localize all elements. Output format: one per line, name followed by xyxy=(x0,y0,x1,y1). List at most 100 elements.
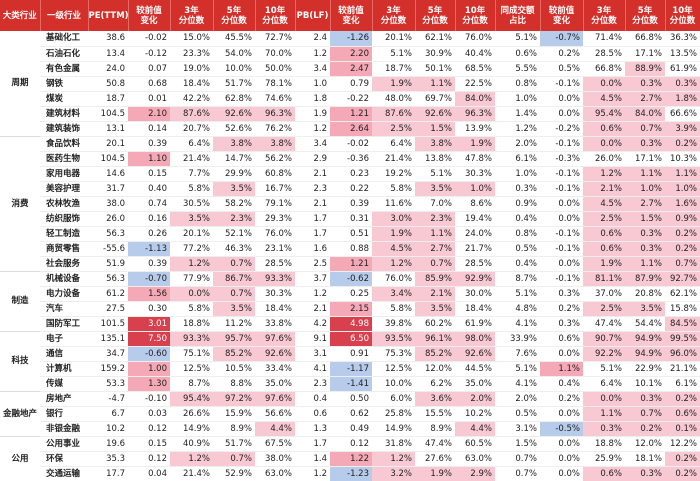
value-cell: 0.3% xyxy=(625,76,665,92)
value-cell: -0.22 xyxy=(330,91,372,107)
value-cell: 1.1% xyxy=(665,166,700,182)
value-cell: 16.7% xyxy=(255,181,295,197)
value-cell: 1.7 xyxy=(295,211,330,227)
value-cell: 7.0% xyxy=(415,196,455,212)
value-cell: 0.6% xyxy=(583,121,625,137)
value-cell: 11.6% xyxy=(372,196,415,212)
value-cell: 1.21 xyxy=(330,106,372,122)
value-cell: 0.0% xyxy=(540,91,583,107)
value-cell: 13.1 xyxy=(88,121,128,137)
value-cell: 33.4% xyxy=(255,361,295,377)
value-cell: 14.9% xyxy=(372,421,415,437)
value-cell: 9.1 xyxy=(295,331,330,347)
value-cell: 96.3% xyxy=(455,106,495,122)
value-cell: 15.5% xyxy=(415,406,455,422)
value-cell: 6.4% xyxy=(583,376,625,392)
value-cell: 1.10 xyxy=(128,151,170,167)
group-label: 科技 xyxy=(0,331,40,392)
value-cell: 0.79 xyxy=(330,76,372,92)
group-label: 消费 xyxy=(0,136,40,272)
value-cell: 0.25 xyxy=(330,286,372,302)
value-cell: 0.8% xyxy=(495,76,540,92)
value-cell: 2.3 xyxy=(295,376,330,392)
value-cell: 34.7 xyxy=(88,346,128,362)
value-cell: 0.0% xyxy=(540,451,583,467)
value-cell: 0.2% xyxy=(540,46,583,62)
value-cell: 0.9% xyxy=(665,211,700,227)
value-cell: 4.1 xyxy=(295,361,330,377)
value-cell: 0.9% xyxy=(495,196,540,212)
value-cell: 4.5% xyxy=(583,196,625,212)
value-cell: 1.21 xyxy=(330,256,372,272)
value-cell: 4.4% xyxy=(255,421,295,437)
table-row: 建筑装饰 13.1 0.14 20.7% 52.6% 76.2% 1.2 2.64 2.5% 1.… xyxy=(0,121,700,137)
value-cell: 2.4 xyxy=(295,31,330,47)
value-cell: 18.1% xyxy=(625,451,665,467)
industry-name: 银行 xyxy=(40,406,88,422)
value-cell: 1.0% xyxy=(495,166,540,182)
table-row: 石油石化 13.4 -0.12 23.3% 54.0% 70.0% 1.2 2.20 5.1% 3… xyxy=(0,46,700,62)
value-cell: 7.7% xyxy=(170,166,213,182)
value-cell: 62.1% xyxy=(665,286,700,302)
header-cell: 3年 分位数 xyxy=(170,0,214,31)
value-cell: 67.5% xyxy=(255,436,295,452)
value-cell: 0.3% xyxy=(540,286,583,302)
value-cell: 35.0% xyxy=(255,376,295,392)
value-cell: 3.9% xyxy=(665,121,700,137)
value-cell: 0.2% xyxy=(665,241,700,257)
value-cell: 0.2% xyxy=(665,226,700,242)
value-cell: 8.9% xyxy=(213,421,255,437)
value-cell: 17.7 xyxy=(88,466,128,481)
value-cell: 30.3% xyxy=(255,286,295,302)
table-row: 医药生物 104.5 1.10 21.4% 14.7% 56.2% 2.9 -0.36 21.4… xyxy=(0,151,700,167)
value-cell: 1.00 xyxy=(128,361,170,377)
value-cell: 27.5 xyxy=(88,301,128,317)
value-cell: 96.3% xyxy=(255,106,295,122)
value-cell: 1.9% xyxy=(583,256,625,272)
value-cell: 10.1% xyxy=(625,376,665,392)
value-cell: 33.9% xyxy=(495,331,540,347)
value-cell: 0.50 xyxy=(330,391,372,407)
value-cell: 1.56 xyxy=(128,286,170,302)
header-cell: 较前值 变化 xyxy=(128,0,171,31)
value-cell: 4.2 xyxy=(295,316,330,332)
value-cell: 0.6 xyxy=(295,406,330,422)
value-cell: 1.0% xyxy=(625,181,665,197)
value-cell: 4.1% xyxy=(495,376,540,392)
value-cell: 1.2% xyxy=(170,256,213,272)
header-cell: 5年 分位数 xyxy=(415,0,456,31)
value-cell: 3.5% xyxy=(170,211,213,227)
value-cell: 2.15 xyxy=(330,301,372,317)
value-cell: -0.2% xyxy=(540,121,583,137)
value-cell: 22.5% xyxy=(455,76,495,92)
value-cell: 0.6% xyxy=(665,406,700,422)
value-cell: 31.8% xyxy=(372,436,415,452)
value-cell: 3.0% xyxy=(372,211,415,227)
value-cell: 3.01 xyxy=(128,316,170,332)
value-cell: 13.9% xyxy=(455,121,495,137)
value-cell: 0.30 xyxy=(128,301,170,317)
industry-name: 传媒 xyxy=(40,376,88,392)
value-cell: 78.1% xyxy=(255,76,295,92)
value-cell: 1.4% xyxy=(495,106,540,122)
value-cell: 84.5% xyxy=(665,316,700,332)
value-cell: 1.1% xyxy=(415,76,455,92)
value-cell: 0.14 xyxy=(128,121,170,137)
table-row: 国防军工 101.5 3.01 18.8% 11.2% 33.8% 4.2 4.98 39.8%… xyxy=(0,316,700,332)
value-cell: 0.15 xyxy=(128,436,170,452)
value-cell: 7.50 xyxy=(128,331,170,347)
value-cell: 1.7 xyxy=(295,226,330,242)
value-cell: 18.7% xyxy=(372,61,415,77)
value-cell: 1.1% xyxy=(625,166,665,182)
value-cell: 1.0% xyxy=(455,181,495,197)
value-cell: 92.7% xyxy=(665,271,700,287)
header-row: 大类行业 一级行业 PE(TTM) 较前值 变化 3年 分位数 5年 分位数 10年 分位数… xyxy=(0,0,700,31)
value-cell: 0.0% xyxy=(540,106,583,122)
table-row: 周期 基础化工 38.6 -0.02 15.0% 45.5% 72.7% 2.4 -1.26 20… xyxy=(0,31,700,137)
value-cell: 0.51 xyxy=(330,226,372,242)
value-cell: 40.4% xyxy=(455,46,495,62)
value-cell: 66.8% xyxy=(583,61,625,77)
value-cell: 28.5% xyxy=(583,46,625,62)
value-cell: 20.1% xyxy=(372,31,415,47)
